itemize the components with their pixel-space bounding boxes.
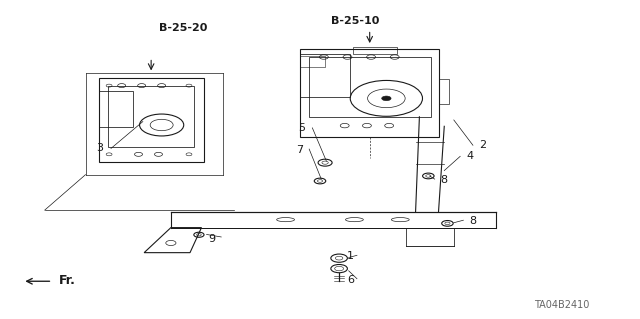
Text: B-25-10: B-25-10: [331, 16, 380, 26]
Bar: [99, 92, 133, 127]
Bar: [99, 78, 204, 162]
Bar: [353, 47, 397, 55]
Bar: [300, 49, 439, 137]
Bar: [108, 86, 195, 147]
Text: 9: 9: [208, 234, 215, 243]
Text: 1: 1: [347, 251, 354, 261]
Text: 5: 5: [299, 123, 306, 133]
Text: B-25-20: B-25-20: [159, 23, 207, 33]
Bar: [300, 56, 325, 67]
Bar: [308, 57, 431, 117]
Text: 8: 8: [469, 216, 477, 226]
Text: Fr.: Fr.: [59, 274, 76, 287]
Text: TA04B2410: TA04B2410: [534, 300, 590, 310]
Text: 6: 6: [347, 275, 354, 285]
Circle shape: [381, 96, 391, 101]
Text: 7: 7: [296, 145, 303, 155]
Text: 2: 2: [479, 140, 486, 150]
Bar: [300, 55, 350, 97]
Text: 4: 4: [466, 151, 474, 161]
Bar: [439, 79, 449, 104]
Text: 3: 3: [97, 144, 104, 153]
Text: 8: 8: [441, 175, 448, 185]
